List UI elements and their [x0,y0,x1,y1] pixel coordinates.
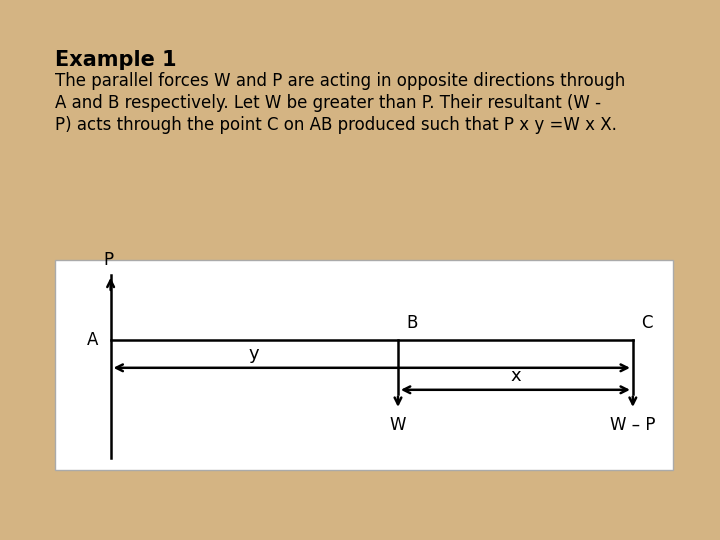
Text: Example 1: Example 1 [55,50,176,70]
Text: C: C [641,314,652,332]
Text: P: P [104,251,114,269]
Text: x: x [510,367,521,385]
Text: P) acts through the point C on AB produced such that P x y =W x X.: P) acts through the point C on AB produc… [55,116,617,134]
Text: y: y [249,345,260,363]
Text: W: W [390,416,406,434]
Text: The parallel forces W and P are acting in opposite directions through: The parallel forces W and P are acting i… [55,72,625,90]
Text: A and B respectively. Let W be greater than P. Their resultant (W -: A and B respectively. Let W be greater t… [55,94,601,112]
Text: A: A [87,331,99,349]
Text: B: B [406,314,418,332]
Bar [55,260,673,470]
Text: W – P: W – P [610,416,656,434]
